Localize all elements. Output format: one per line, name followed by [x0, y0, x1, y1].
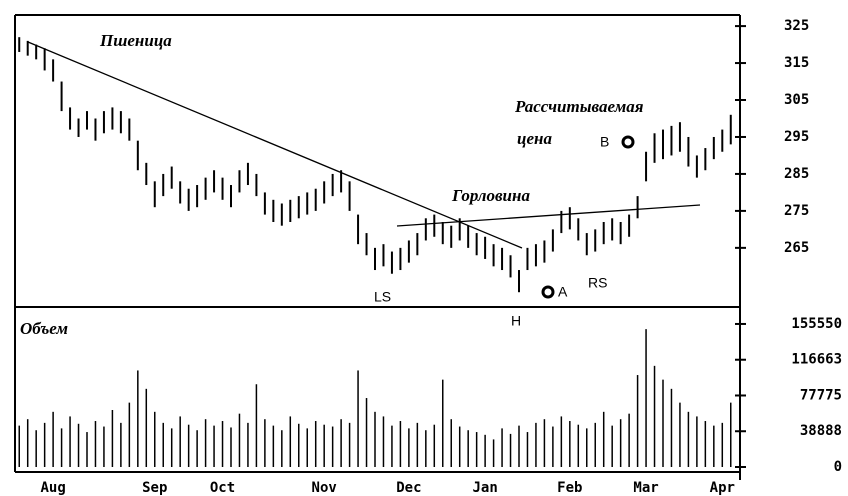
- pattern-lines: [27, 41, 701, 249]
- y-tick-label: 116663: [791, 352, 842, 368]
- y-tick-label: 325: [784, 18, 809, 34]
- x-tick-label: Oct: [210, 480, 235, 496]
- y-tick-label: 77775: [800, 387, 842, 403]
- x-tick-label: Mar: [633, 480, 658, 496]
- marker-a: [541, 285, 555, 299]
- x-tick-label: Nov: [312, 480, 337, 496]
- annotation: H: [511, 313, 521, 329]
- annotation: B: [600, 134, 609, 150]
- y-tick-label: 305: [784, 92, 809, 108]
- x-tick-label: Apr: [710, 480, 735, 496]
- y-tick-label: 315: [784, 55, 809, 71]
- annotation: Горловина: [451, 186, 530, 205]
- y-tick-label: 0: [834, 459, 842, 475]
- volume-title: Объем: [20, 319, 68, 338]
- annotation: A: [558, 284, 568, 300]
- annotation: Рассчитываемая: [514, 97, 644, 116]
- frame: [14, 14, 741, 480]
- y-tick-label: 38888: [800, 423, 842, 439]
- annotation: RS: [588, 275, 607, 291]
- marker-b: [621, 135, 635, 149]
- y-tick-label: 295: [784, 129, 809, 145]
- y-tick-label: 265: [784, 240, 809, 256]
- y-tick-label: 155550: [791, 316, 842, 332]
- x-tick-label: Aug: [40, 480, 65, 496]
- x-tick-label: Feb: [557, 480, 582, 496]
- x-tick-label: Dec: [396, 480, 421, 496]
- annotation: цена: [517, 129, 552, 148]
- annotation: LS: [374, 289, 391, 305]
- x-tick-label: Sep: [142, 480, 167, 496]
- x-tick-label: Jan: [472, 480, 497, 496]
- y-tick-label: 285: [784, 166, 809, 182]
- price-title: Пшеница: [99, 31, 172, 50]
- y-tick-label: 275: [784, 203, 809, 219]
